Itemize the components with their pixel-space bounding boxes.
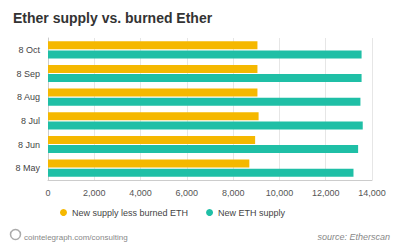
svg-text:8 Sep: 8 Sep <box>16 69 40 79</box>
svg-text:4,000: 4,000 <box>129 188 152 198</box>
svg-text:cointelegraph.com/consulting: cointelegraph.com/consulting <box>24 233 128 242</box>
svg-text:0: 0 <box>45 188 50 198</box>
svg-text:8 Jun: 8 Jun <box>18 140 40 150</box>
svg-text:8 Jul: 8 Jul <box>21 116 40 126</box>
svg-text:Ether supply vs. burned Ether: Ether supply vs. burned Ether <box>13 10 213 26</box>
svg-text:6,000: 6,000 <box>176 188 199 198</box>
svg-text:source: Etherscan: source: Etherscan <box>317 232 390 242</box>
svg-text:8 Oct: 8 Oct <box>18 45 40 55</box>
svg-text:8 Aug: 8 Aug <box>17 92 40 102</box>
svg-text:14,000: 14,000 <box>358 188 386 198</box>
svg-text:8 May: 8 May <box>15 163 40 173</box>
svg-text:12,000: 12,000 <box>312 188 340 198</box>
svg-text:New supply less burned ETH: New supply less burned ETH <box>72 208 188 218</box>
svg-text:10,000: 10,000 <box>266 188 294 198</box>
svg-text:2,000: 2,000 <box>83 188 106 198</box>
svg-text:New ETH supply: New ETH supply <box>218 208 286 218</box>
svg-text:8,000: 8,000 <box>222 188 245 198</box>
